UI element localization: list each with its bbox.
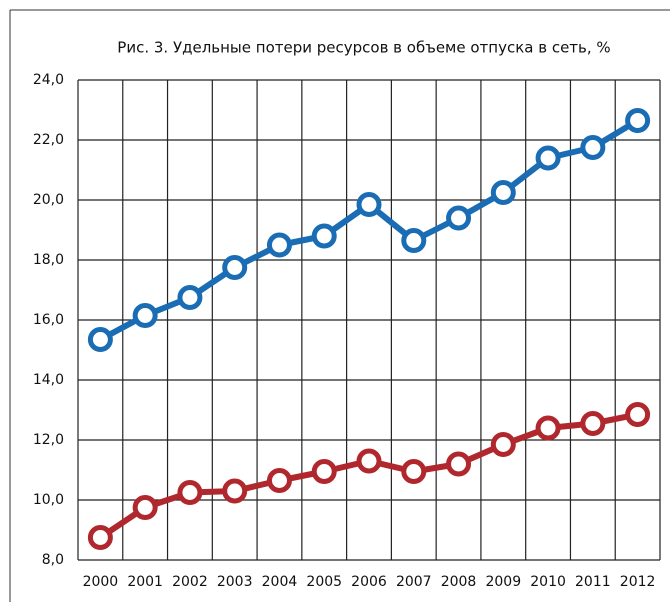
x-tick-label: 2008 (441, 574, 477, 590)
point-marker (356, 448, 382, 474)
y-tick-label: 8,0 (42, 552, 64, 568)
chart-title: Рис. 3. Удельные потери ресурсов в объем… (117, 39, 610, 57)
point-marker (625, 402, 651, 427)
x-tick-label: 2001 (127, 574, 163, 590)
x-tick-label: 2011 (575, 574, 611, 590)
point-marker (311, 459, 337, 484)
point-marker (177, 480, 203, 505)
point-marker (132, 495, 158, 520)
x-tick-label: 2010 (530, 574, 566, 590)
point-marker (580, 411, 606, 436)
x-tick-label: 2004 (262, 574, 298, 590)
x-tick-label: 2002 (172, 574, 208, 590)
x-tick-label: 2003 (217, 574, 253, 590)
y-tick-label: 14,0 (33, 372, 64, 388)
point-marker (446, 451, 472, 477)
x-tick-label: 2005 (306, 574, 342, 590)
x-tick-label: 2000 (83, 574, 119, 590)
point-marker (446, 205, 472, 231)
point-marker (132, 303, 158, 328)
y-tick-label: 22,0 (33, 132, 64, 148)
point-marker (580, 135, 606, 160)
point-marker (356, 192, 382, 217)
x-tick-label: 2006 (351, 574, 387, 590)
point-marker (490, 432, 516, 457)
y-tick-label: 10,0 (33, 492, 64, 508)
point-marker (490, 180, 516, 205)
point-marker (222, 478, 248, 504)
point-marker (177, 285, 203, 310)
y-tick-label: 18,0 (33, 252, 64, 268)
point-marker (266, 468, 292, 493)
y-tick-label: 16,0 (33, 312, 64, 328)
y-tick-label: 24,0 (33, 72, 64, 88)
point-marker (222, 255, 248, 280)
point-marker (87, 327, 113, 352)
y-tick-label: 20,0 (33, 192, 64, 208)
point-marker (401, 459, 427, 484)
y-tick-label: 12,0 (33, 432, 64, 448)
point-marker (401, 228, 427, 253)
x-tick-label: 2007 (396, 574, 432, 590)
point-marker (535, 415, 561, 441)
point-marker (87, 525, 113, 550)
x-tick-label: 2012 (620, 574, 656, 590)
x-tick-label: 2009 (485, 574, 521, 590)
point-marker (535, 145, 561, 171)
point-marker (266, 232, 292, 258)
point-marker (311, 223, 337, 249)
point-marker (625, 108, 651, 133)
